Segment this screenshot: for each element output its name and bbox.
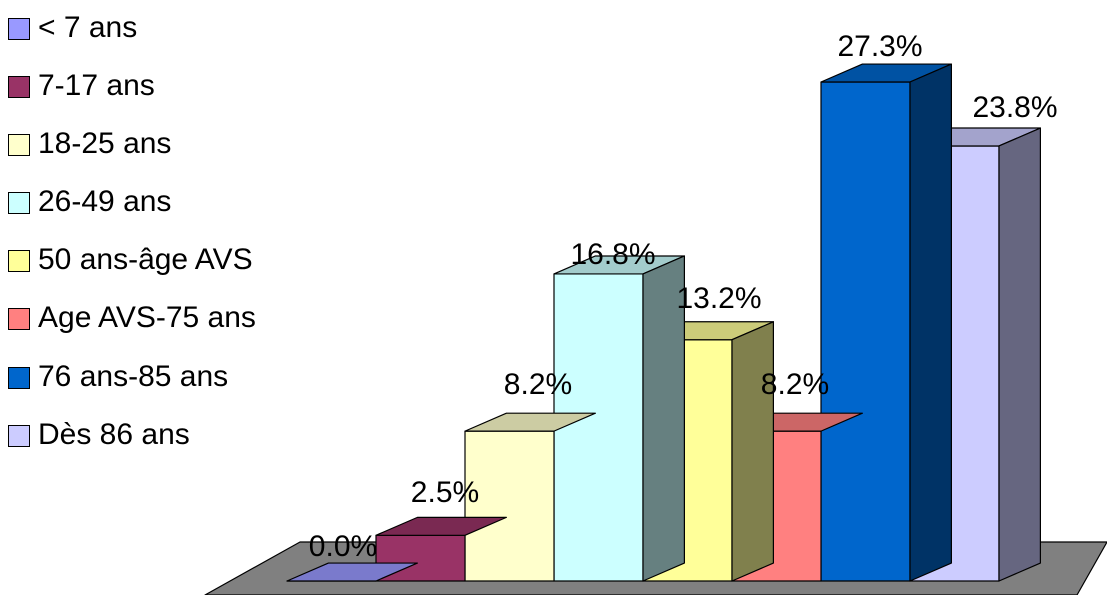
data-label: 8.2% [761, 368, 829, 401]
chart-legend: < 7 ans 7-17 ans 18-25 ans 26-49 ans 50 … [8, 8, 256, 473]
bar-side [642, 255, 686, 582]
bar-top [375, 516, 507, 536]
bar-top [286, 562, 418, 582]
legend-label: 26-49 ans [38, 185, 172, 219]
legend-item: 7-17 ans [8, 66, 256, 124]
data-label: 16.8% [570, 238, 655, 271]
legend-item: 26-49 ans [8, 182, 256, 240]
legend-item: 50 ans-âge AVS [8, 240, 256, 298]
legend-swatch [8, 18, 30, 40]
legend-swatch [8, 134, 30, 157]
legend-item: < 7 ans [8, 8, 256, 66]
legend-item: 76 ans-85 ans [8, 357, 256, 415]
data-label: 0.0% [309, 530, 377, 563]
data-label: 2.5% [411, 476, 479, 509]
legend-label: 7-17 ans [38, 69, 155, 103]
data-label: 27.3% [837, 30, 922, 63]
data-label: 8.2% [504, 368, 572, 401]
legend-swatch [8, 308, 30, 331]
bar-side [731, 321, 775, 582]
bar-top [464, 412, 597, 432]
bar-front [553, 273, 644, 582]
bar-side [909, 63, 953, 582]
data-label: 23.8% [972, 91, 1057, 124]
legend-swatch [8, 192, 30, 215]
legend-swatch [8, 366, 30, 389]
bar-side [998, 127, 1042, 582]
legend-label: 18-25 ans [38, 127, 172, 161]
legend-label: < 7 ans [38, 11, 138, 44]
legend-label: 50 ans-âge AVS [38, 243, 253, 277]
legend-item: Dès 86 ans [8, 415, 256, 473]
legend-label: Age AVS-75 ans [38, 301, 256, 335]
legend-item: 18-25 ans [8, 124, 256, 182]
legend-swatch [8, 76, 30, 99]
legend-swatch [8, 250, 30, 273]
data-label: 13.2% [676, 282, 761, 315]
legend-label: 76 ans-85 ans [38, 359, 229, 393]
bar-front [820, 81, 911, 582]
legend-item: Age AVS-75 ans [8, 298, 256, 356]
legend-label: Dès 86 ans [38, 417, 190, 451]
legend-swatch [8, 424, 30, 447]
